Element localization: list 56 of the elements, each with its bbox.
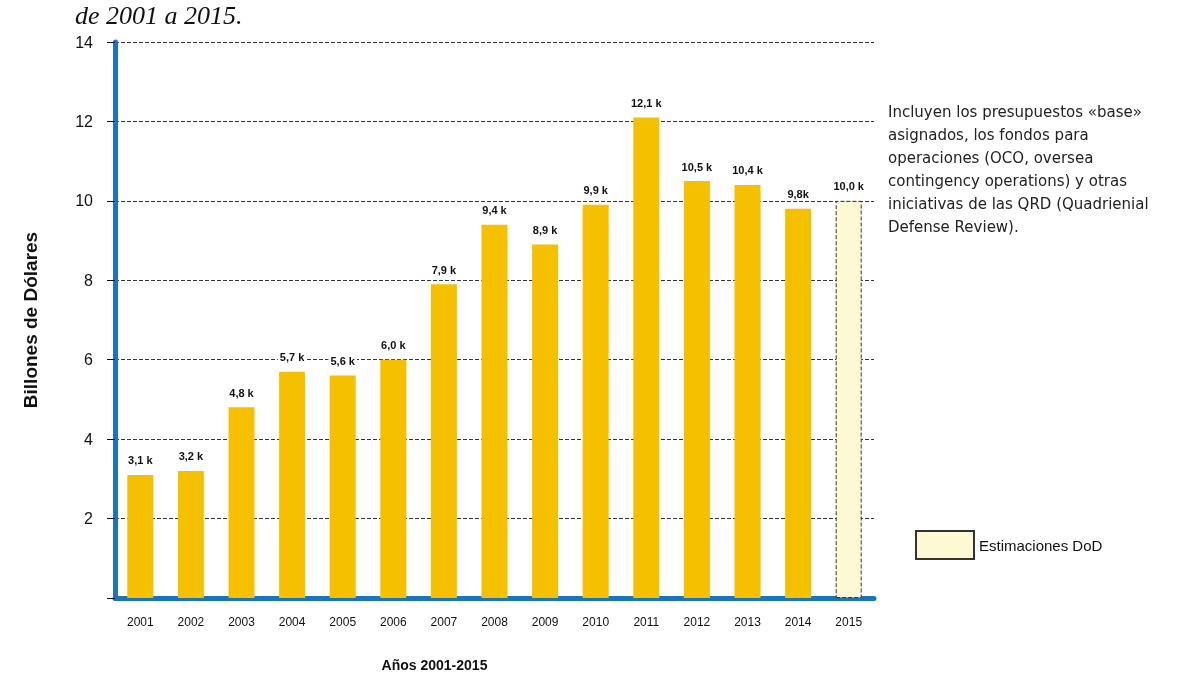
x-axis-title: Años 2001-2015 bbox=[381, 657, 488, 673]
legend-label: Estimaciones DoD bbox=[979, 536, 1103, 554]
bar bbox=[734, 184, 761, 598]
bar bbox=[279, 371, 306, 598]
x-tick-label: 2010 bbox=[582, 615, 610, 629]
y-tick-label: 10 bbox=[75, 192, 94, 210]
data-label: 9,9 k bbox=[583, 184, 609, 197]
data-label: 4,8 k bbox=[229, 386, 255, 399]
x-tick-label: 2008 bbox=[481, 615, 509, 629]
text: de 2001 a 2015. bbox=[75, 0, 243, 30]
bar bbox=[785, 208, 812, 598]
bar bbox=[228, 407, 255, 598]
data-label: 9,8k bbox=[787, 188, 810, 201]
x-tick-label: 2005 bbox=[329, 615, 357, 629]
x-tick-label: 2009 bbox=[531, 615, 559, 629]
text: Incluyen los presupuestos «base» asignados, los fondos para operaciones (OCO, oversea contingency operations) y otras iniciativas de las QRD (Quadrienial Defense Review). bbox=[888, 102, 1154, 236]
x-tick-label: 2011 bbox=[633, 615, 660, 629]
bar bbox=[582, 204, 609, 598]
bar bbox=[127, 474, 154, 598]
x-tick-label: 2004 bbox=[278, 615, 306, 629]
bar bbox=[683, 181, 710, 598]
y-tick-label: 8 bbox=[84, 271, 94, 289]
data-label: 10,5 k bbox=[681, 160, 714, 173]
x-tick-label: 2002 bbox=[177, 615, 205, 629]
x-tick-label: 2003 bbox=[228, 615, 256, 629]
y-tick-label: 2 bbox=[84, 510, 94, 528]
y-axis-title: Billones de Dólares bbox=[20, 231, 41, 409]
x-tick-label: 2012 bbox=[683, 615, 711, 629]
bar bbox=[380, 359, 407, 598]
y-tick-label: 6 bbox=[84, 351, 94, 369]
data-label: 6,0 k bbox=[381, 339, 407, 352]
y-tick-label: 12 bbox=[75, 112, 94, 130]
x-tick-label: 2015 bbox=[835, 615, 863, 629]
data-label: 7,9 k bbox=[431, 263, 458, 276]
x-tick-label: 2007 bbox=[430, 615, 458, 629]
x-tick-label: 2006 bbox=[379, 615, 407, 629]
x-tick-label: 2013 bbox=[734, 615, 762, 629]
x-tick-label: 2001 bbox=[126, 615, 154, 629]
y-tick-label: 4 bbox=[84, 430, 94, 448]
data-label: 10,0 k bbox=[833, 180, 865, 193]
data-label: 9,4 k bbox=[482, 204, 508, 217]
data-label: 8,9 k bbox=[532, 224, 559, 237]
data-label: 3,2 k bbox=[178, 450, 205, 463]
x-tick-label: 2014 bbox=[784, 615, 812, 629]
bar bbox=[430, 284, 457, 598]
bar bbox=[329, 375, 356, 598]
bar bbox=[177, 470, 204, 598]
y-tick-label: 14 bbox=[75, 33, 94, 51]
bar bbox=[532, 244, 559, 598]
data-label: 5,6 k bbox=[330, 355, 356, 368]
data-label: 10,4 k bbox=[732, 164, 764, 177]
data-label: 12,1 k bbox=[631, 96, 663, 109]
data-label: 3,1 k bbox=[128, 454, 154, 467]
bar bbox=[633, 117, 660, 598]
bar bbox=[481, 224, 508, 598]
data-label: 5,7 k bbox=[279, 351, 306, 364]
